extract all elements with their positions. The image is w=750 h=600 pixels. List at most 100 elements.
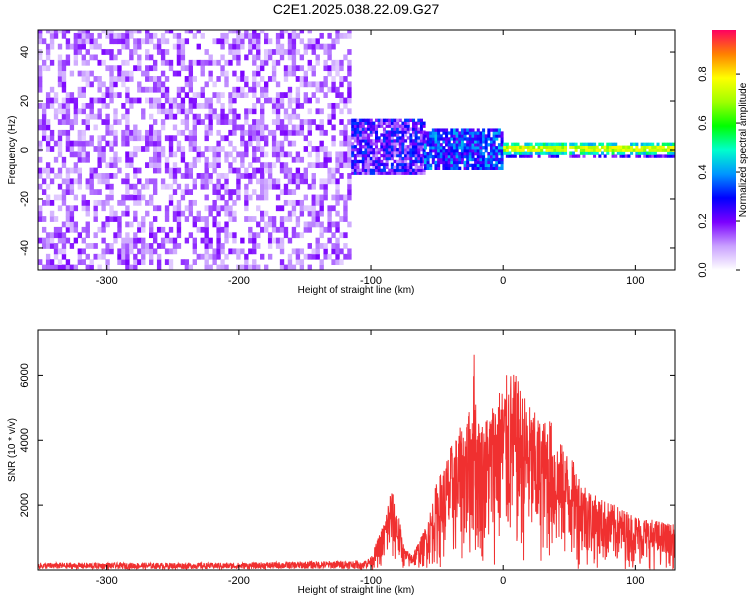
heatmap-cell	[361, 145, 365, 149]
x-tick-label: -200	[228, 575, 250, 587]
heatmap-cell	[303, 167, 308, 174]
heatmap-cell	[450, 134, 454, 138]
heatmap-cell	[585, 145, 589, 149]
heatmap-cell	[204, 97, 209, 104]
heatmap-cell	[188, 65, 194, 72]
heatmap-cell	[69, 146, 75, 152]
heatmap-cell	[228, 97, 233, 104]
heatmap-cell	[519, 151, 523, 155]
heatmap-cell	[353, 133, 357, 137]
heatmap-cell	[275, 38, 281, 45]
heatmap-cell	[279, 248, 285, 255]
heatmap-cell	[353, 136, 357, 140]
heatmap-cell	[307, 183, 312, 190]
heatmap-cell	[414, 130, 418, 134]
heatmap-cell	[463, 154, 467, 159]
heatmap-cell	[220, 32, 225, 39]
heatmap-cell	[495, 157, 499, 162]
heatmap-cell	[152, 216, 158, 222]
heatmap-cell	[85, 183, 90, 190]
heatmap-cell	[463, 131, 467, 135]
heatmap-cell	[404, 145, 408, 149]
heatmap-cell	[375, 130, 379, 134]
heatmap-cell	[335, 210, 340, 217]
heatmap-cell	[283, 226, 289, 233]
heatmap-cell	[279, 54, 285, 61]
heatmap-cell	[593, 142, 597, 146]
heatmap-cell	[327, 216, 332, 222]
heatmap-cell	[45, 135, 51, 142]
heatmap-cell	[224, 183, 229, 190]
heatmap-cell	[484, 146, 488, 150]
heatmap-cell	[669, 151, 673, 155]
heatmap-cell	[343, 135, 348, 142]
heatmap-cell	[307, 162, 312, 169]
heatmap-cell	[188, 232, 194, 239]
heatmap-cell	[487, 166, 491, 170]
heatmap-cell	[220, 243, 225, 249]
heatmap-cell	[180, 86, 186, 93]
heatmap-cell	[65, 167, 71, 174]
heatmap-cell	[460, 151, 464, 156]
heatmap-cell	[125, 173, 130, 179]
heatmap-cell	[351, 127, 355, 131]
heatmap-cell	[347, 108, 352, 115]
heatmap-cell	[495, 128, 499, 132]
heatmap-cell	[45, 146, 51, 152]
heatmap-cell	[160, 54, 166, 61]
heatmap-cell	[437, 151, 441, 156]
heatmap-cell	[65, 119, 71, 125]
heatmap-cell	[109, 92, 114, 98]
heatmap-cell	[125, 162, 130, 169]
heatmap-cell	[109, 76, 114, 82]
spectrogram-xlabel: Height of straight line (km)	[298, 285, 415, 296]
heatmap-cell	[244, 199, 249, 206]
heatmap-cell	[248, 140, 253, 147]
heatmap-cell	[137, 189, 142, 195]
heatmap-cell	[97, 76, 102, 82]
heatmap-cell	[307, 59, 312, 66]
heatmap-cell	[164, 248, 170, 255]
heatmap-cell	[311, 81, 316, 88]
heatmap-cell	[489, 157, 494, 162]
heatmap-cell	[101, 205, 106, 212]
heatmap-cell	[149, 65, 154, 72]
heatmap-cell	[137, 259, 142, 266]
heatmap-cell	[295, 129, 301, 136]
heatmap-cell	[252, 129, 257, 136]
heatmap-cell	[380, 153, 384, 158]
heatmap-cell	[38, 30, 43, 34]
heatmap-cell	[57, 140, 63, 147]
heatmap-cell	[471, 154, 475, 159]
heatmap-cell	[484, 160, 488, 165]
heatmap-cell	[659, 154, 663, 158]
heatmap-cell	[216, 237, 221, 244]
heatmap-cell	[315, 38, 320, 45]
heatmap-cell	[164, 162, 170, 169]
heatmap-cell	[164, 49, 170, 55]
heatmap-cell	[487, 157, 491, 162]
heatmap-cell	[97, 264, 102, 270]
heatmap-cell	[404, 139, 408, 143]
heatmap-cell	[287, 210, 293, 217]
heatmap-cell	[377, 148, 381, 152]
heatmap-cell	[125, 124, 130, 131]
heatmap-cell	[176, 70, 182, 77]
heatmap-cell	[542, 142, 546, 146]
heatmap-cell	[77, 259, 83, 266]
heatmap-cell	[105, 86, 110, 93]
heatmap-cell	[49, 259, 55, 266]
heatmap-cell	[152, 189, 158, 195]
heatmap-cell	[474, 163, 478, 168]
heatmap-cell	[145, 30, 150, 34]
heatmap-cell	[212, 199, 217, 206]
heatmap-cell	[38, 86, 43, 93]
heatmap-cell	[661, 142, 665, 146]
heatmap-cell	[256, 43, 261, 50]
heatmap-cell	[356, 139, 360, 143]
heatmap-cell	[388, 171, 392, 175]
heatmap-cell	[61, 232, 67, 239]
heatmap-cell	[152, 140, 158, 147]
heatmap-cell	[145, 54, 150, 61]
heatmap-cell	[356, 150, 360, 155]
